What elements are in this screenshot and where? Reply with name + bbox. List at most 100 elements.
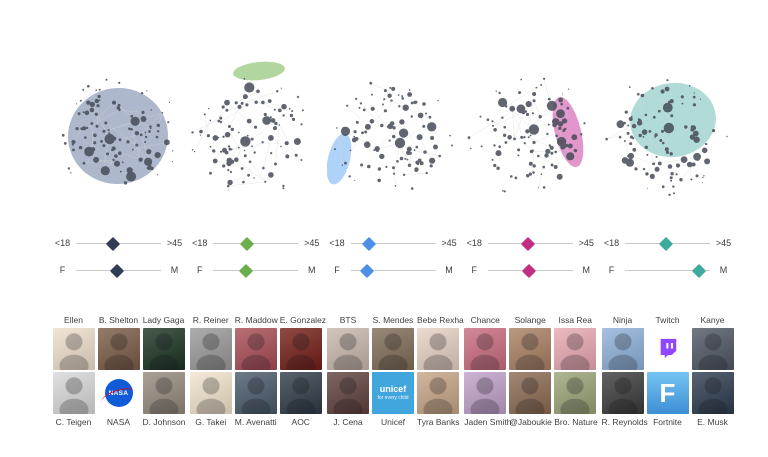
celebrity-photo [327,372,369,414]
unicef-logo-text: unicef [379,384,407,394]
celebrity-photo [142,328,185,370]
age-scale-track [487,236,573,251]
celebrity-photo [464,328,507,370]
cluster-column: <18 >45 F M R. Reiner R. Maddow E. Gonzalez G. … [189,56,327,430]
age-max-label: >45 [441,238,457,248]
age-diamond-marker[interactable] [240,236,255,251]
celebrity-photo [601,328,644,370]
age-max-label: >45 [304,238,320,248]
network-edges [192,90,302,187]
celebrity-name-label: Jaden Smith [464,417,512,427]
celebrity-name-label: NASA [106,417,131,427]
celebrity-name-label: @Jaboukie [509,417,552,427]
celebrity-photo [464,372,507,414]
celebrity-photo [327,328,369,370]
unicef-logo: unicef for every child [372,372,414,414]
age-scale-track [625,236,710,251]
age-min-label: <18 [192,238,208,248]
network-nodes [605,79,728,196]
nasa-badge: NASA [98,372,140,414]
age-scale-track [350,236,436,251]
cluster-column: <18 >45 F M Ellen B. Shelton Lady Gaga NASA C. T… [52,56,186,430]
celebrity-photo [142,372,185,414]
celebrity-name-label: E. Musk [697,417,728,427]
celebrity-photo [52,372,95,414]
age-diamond-marker[interactable] [520,236,535,251]
gender-diamond-marker[interactable] [359,263,374,278]
gender-min-label: F [334,265,340,275]
celebrity-photo [234,328,277,370]
celebrity-name-label: BTS [339,315,357,325]
fortnite-logo: F [646,372,689,414]
follower-network-graph [191,61,305,191]
age-min-label: <18 [329,238,345,248]
cluster-members: Chance Solange Issa Rea Jaden Smith @Jabouki… [464,314,598,430]
celebrity-name-label: D. Johnson [142,417,186,427]
celebrity-photo [52,328,95,370]
network-nodes [61,78,174,185]
age-min-label: <18 [54,238,71,248]
gender-diamond-marker[interactable] [522,263,537,278]
gender-scale-track [487,263,573,278]
celebrity-name-label: S. Mendes [372,315,414,325]
gender-scale-track [76,263,161,278]
age-scale: <18 >45 [189,230,322,257]
celebrity-name-label: Bro. Nature [554,417,598,427]
network-edges [468,78,571,188]
celebrity-name-label: R. Reynolds [601,417,648,427]
cluster-members: Ninja Twitch Kanye F R. Reynolds Fortnite E. M… [601,314,734,430]
unicef-logo-icon: unicef for every child [372,372,414,414]
gender-scale-track [350,263,436,278]
age-scale-track [213,236,299,251]
gender-min-label: F [471,265,478,275]
audience-segment-highlight [326,133,351,185]
celebrity-name-label: AOC [291,417,310,427]
cluster-members: Ellen B. Shelton Lady Gaga NASA C. Teigen NAS… [52,314,186,430]
celebrity-photo [691,372,734,414]
cluster-members: BTS S. Mendes Bebe Rexha unicef for every ch… [327,314,464,430]
gender-diamond-marker[interactable] [238,263,253,278]
gender-min-label: F [59,265,66,275]
age-scale: <18 >45 [464,230,597,257]
age-scale: <18 >45 [327,230,460,257]
unicef-tagline: for every child [377,395,409,401]
age-diamond-marker[interactable] [658,236,673,251]
gender-min-label: F [608,265,615,275]
network-edges [334,82,440,186]
gender-diamond-marker[interactable] [109,263,124,278]
age-max-label: >45 [578,238,594,248]
gender-diamond-marker[interactable] [691,263,707,278]
celebrity-name-label: Kanye [700,315,725,325]
gender-scale-track [213,263,299,278]
age-scale-track [76,236,161,251]
age-diamond-marker[interactable] [105,236,120,251]
audience-segment-highlight [233,61,286,81]
celebrity-photo [279,372,322,414]
cluster-column: <18 >45 F M BTS S. Mendes Bebe Rexha unicef for … [326,56,464,430]
celebrity-photo [417,328,459,370]
gender-max-label: M [308,265,316,275]
gender-max-label: M [582,265,591,275]
celebrity-photo [554,328,597,370]
cluster-column: <18 >45 F M Chance Solange Issa Rea Jaden Smith… [464,56,598,430]
age-min-label: <18 [603,238,620,248]
celebrity-name-label: B. Shelton [98,315,139,325]
gender-min-label: F [197,265,203,275]
celebrity-photo [417,372,459,414]
celebrity-photo [691,328,734,370]
network-nodes [333,81,453,190]
gender-scale-track [625,263,710,278]
nasa-logo-text: NASA [108,389,129,397]
celebrity-name-label: G. Takei [195,417,227,427]
age-diamond-marker[interactable] [362,236,377,251]
celebrity-name-label: R. Reiner [192,315,229,325]
celebrity-name-label: E. Gonzalez [279,315,327,325]
nasa-logo: NASA [97,372,140,414]
fortnite-logo-letter: F [659,378,676,408]
celebrity-photo [601,372,644,414]
celebrity-photo [372,328,414,370]
celebrity-photo [509,328,552,370]
